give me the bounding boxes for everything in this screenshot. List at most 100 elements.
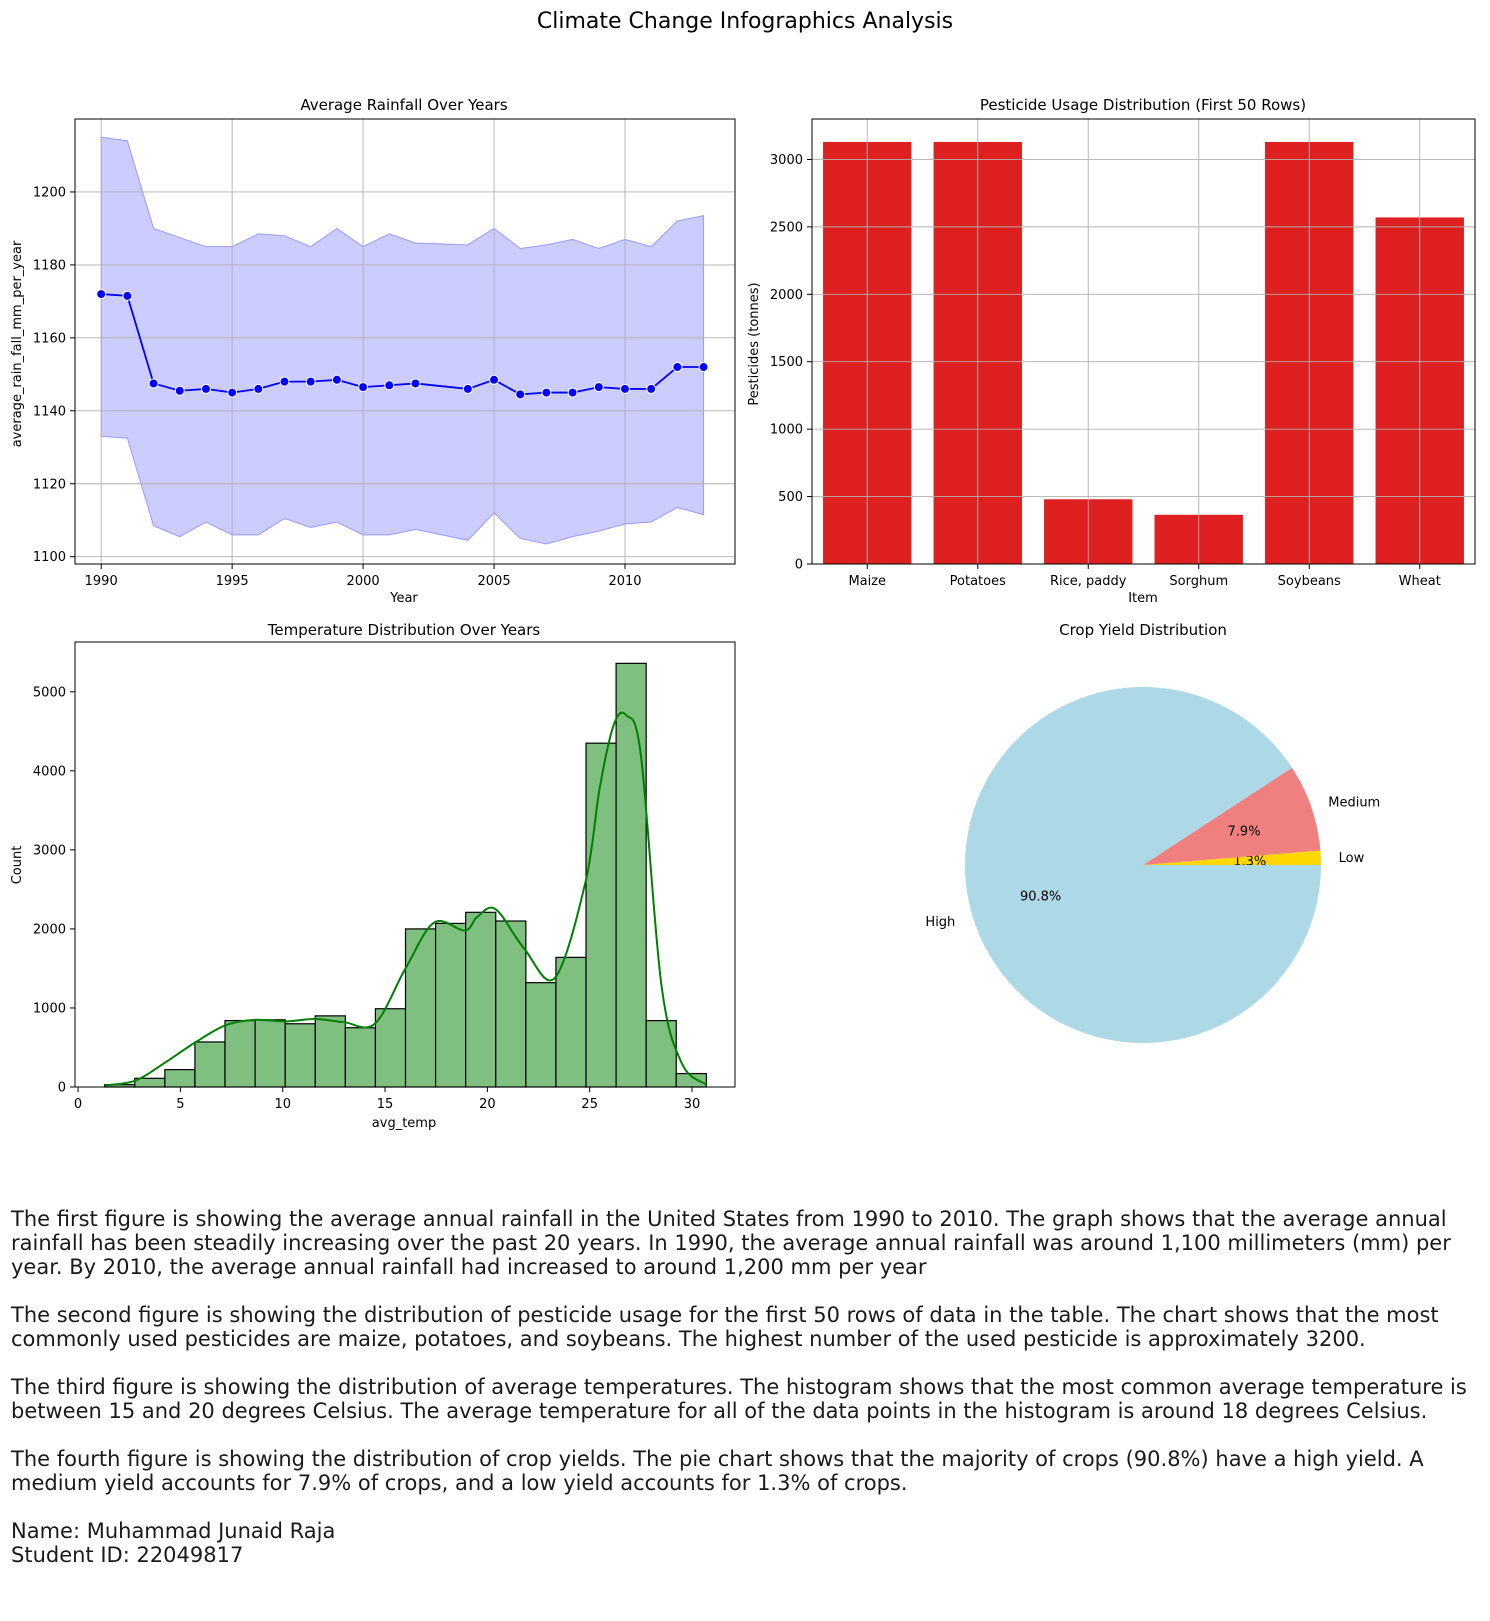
pesticide-axes-frame — [811, 118, 1476, 565]
temperature-histogram-bin — [284, 1023, 316, 1088]
temperature-chart-title: Temperature Distribution Over Years — [267, 621, 541, 639]
rainfall-confidence-band — [100, 136, 705, 545]
temperature-histogram-bin — [254, 1019, 286, 1088]
pesticide-tick-label-x: Rice, paddy — [1050, 574, 1127, 589]
analysis-text: The first figure is showing the average … — [11, 1207, 1486, 1567]
temperature-tick-label-x: 25 — [581, 1097, 598, 1112]
rainfall-data-point — [331, 374, 342, 385]
rainfall-data-point — [384, 380, 395, 391]
rainfall-data-point — [410, 378, 421, 389]
temperature-histogram-bin — [164, 1069, 196, 1088]
temperature-tick-label-y: 2000 — [33, 922, 66, 937]
rainfall-data-point — [646, 383, 657, 394]
pesticide-tick-label-x: Wheat — [1399, 574, 1441, 589]
rainfall-data-point — [305, 376, 316, 387]
paragraph-temperature: The third figure is showing the distribu… — [11, 1375, 1467, 1423]
temperature-x-axis-label: avg_temp — [372, 1116, 436, 1131]
charts-canvas: Climate Change Infographics Analysis Ave… — [10, 9, 1476, 1131]
temperature-histogram-bin — [374, 1008, 407, 1088]
temperature-tick-label-y: 4000 — [33, 764, 66, 779]
rainfall-tick-label-y: 1120 — [33, 477, 66, 492]
rainfall-data-point — [489, 374, 500, 385]
student-name: Name: Muhammad Junaid Raja — [11, 1519, 336, 1543]
pesticide-tick-label-y: 500 — [778, 490, 803, 505]
temperature-histogram-bin — [344, 1027, 377, 1088]
pesticide-tick-label-x: Potatoes — [950, 574, 1006, 589]
temperature-histogram-bin — [465, 911, 497, 1088]
temperature-histogram-bin — [314, 1015, 346, 1088]
temperature-histogram-bin — [585, 742, 617, 1088]
rainfall-tick-label-y: 1140 — [33, 404, 66, 419]
temperature-tick-label-x: 15 — [377, 1097, 394, 1112]
rainfall-x-axis-label: Year — [389, 591, 418, 606]
pie-slice-medium — [1143, 767, 1321, 865]
pesticide-x-axis-label: Item — [1128, 591, 1158, 606]
rainfall-tick-label-y: 1100 — [33, 550, 66, 565]
temperature-histogram-bin — [525, 982, 557, 1088]
temperature-histogram-bin — [404, 928, 437, 1088]
temperature-histogram-bin — [615, 662, 647, 1088]
pesticide-tick-label-x: Sorghum — [1169, 574, 1228, 589]
temperature-histogram: Temperature Distribution Over Years avg_… — [10, 621, 736, 1131]
temperature-kde-curve — [104, 711, 708, 1087]
pesticide-tick-label-y: 1000 — [770, 423, 803, 438]
rainfall-data-point — [174, 385, 185, 396]
temperature-tick-label-y: 3000 — [33, 843, 66, 858]
temperature-histogram-bin — [495, 920, 527, 1088]
rainfall-line-chart: Average Rainfall Over Years Year average… — [10, 96, 736, 606]
rainfall-data-point — [462, 383, 473, 394]
rainfall-tick-label-x: 2000 — [347, 574, 380, 589]
student-id: Student ID: 22049817 — [11, 1543, 244, 1567]
temperature-histogram-bin — [555, 956, 587, 1088]
rainfall-data-point — [515, 389, 526, 400]
crop-yield-pie-chart: Crop Yield Distribution Low1.3%Medium7.9… — [925, 621, 1380, 1044]
pesticide-tick-label-y: 2000 — [770, 288, 803, 303]
pie-percent-medium: 7.9% — [1228, 824, 1261, 839]
pesticide-tick-label-y: 3000 — [770, 153, 803, 168]
temperature-tick-label-y: 1000 — [33, 1001, 66, 1016]
pesticide-chart-title: Pesticide Usage Distribution (First 50 R… — [980, 96, 1306, 114]
rainfall-data-point — [227, 387, 238, 398]
rainfall-data-point — [358, 382, 369, 393]
rainfall-tick-label-x: 1990 — [85, 574, 118, 589]
figure-suptitle: Climate Change Infographics Analysis — [537, 9, 953, 34]
temperature-tick-label-x: 20 — [479, 1097, 496, 1112]
pesticide-tick-label-y: 1500 — [770, 355, 803, 370]
rainfall-data-point — [698, 362, 709, 373]
pie-label-low: Low — [1339, 851, 1365, 866]
rainfall-data-point — [96, 289, 107, 300]
rainfall-data-point — [122, 290, 133, 301]
rainfall-data-point — [279, 376, 290, 387]
rainfall-data-point — [253, 383, 264, 394]
rainfall-data-point — [148, 378, 159, 389]
temperature-histogram-bin — [434, 922, 467, 1088]
paragraph-rainfall: The first figure is showing the average … — [11, 1207, 1451, 1279]
temperature-tick-label-x: 0 — [74, 1097, 82, 1112]
rainfall-tick-label-y: 1160 — [33, 331, 66, 346]
pesticide-tick-label-x: Soybeans — [1278, 574, 1341, 589]
rainfall-data-point — [567, 387, 578, 398]
pie-label-high: High — [925, 915, 955, 930]
signature-block: Name: Muhammad Junaid Raja Student ID: 2… — [11, 1519, 1486, 1567]
temperature-histogram-bin — [194, 1041, 226, 1088]
pesticide-tick-label-x: Maize — [848, 574, 886, 589]
pesticide-bar-chart: Pesticide Usage Distribution (First 50 R… — [747, 96, 1476, 606]
temperature-histogram-bin — [224, 1020, 256, 1088]
rainfall-axes-frame — [74, 118, 736, 565]
rainfall-data-point — [672, 362, 683, 373]
temperature-tick-label-y: 5000 — [33, 685, 66, 700]
rainfall-data-point — [541, 387, 552, 398]
temperature-y-axis-label: Count — [10, 846, 25, 885]
rainfall-data-point — [593, 382, 604, 393]
paragraph-pesticides: The second figure is showing the distrib… — [11, 1303, 1439, 1351]
pesticide-y-axis-label: Pesticides (tonnes) — [747, 282, 762, 405]
rainfall-tick-label-x: 2005 — [478, 574, 511, 589]
pie-slice-low — [1143, 850, 1321, 865]
temperature-tick-label-y: 0 — [58, 1081, 66, 1096]
pie-percent-high: 90.8% — [1020, 889, 1061, 904]
temperature-tick-label-x: 30 — [684, 1097, 701, 1112]
yield-chart-title: Crop Yield Distribution — [1059, 621, 1227, 639]
rainfall-tick-label-y: 1200 — [33, 185, 66, 200]
rainfall-tick-label-y: 1180 — [33, 258, 66, 273]
temperature-tick-label-x: 10 — [274, 1097, 291, 1112]
